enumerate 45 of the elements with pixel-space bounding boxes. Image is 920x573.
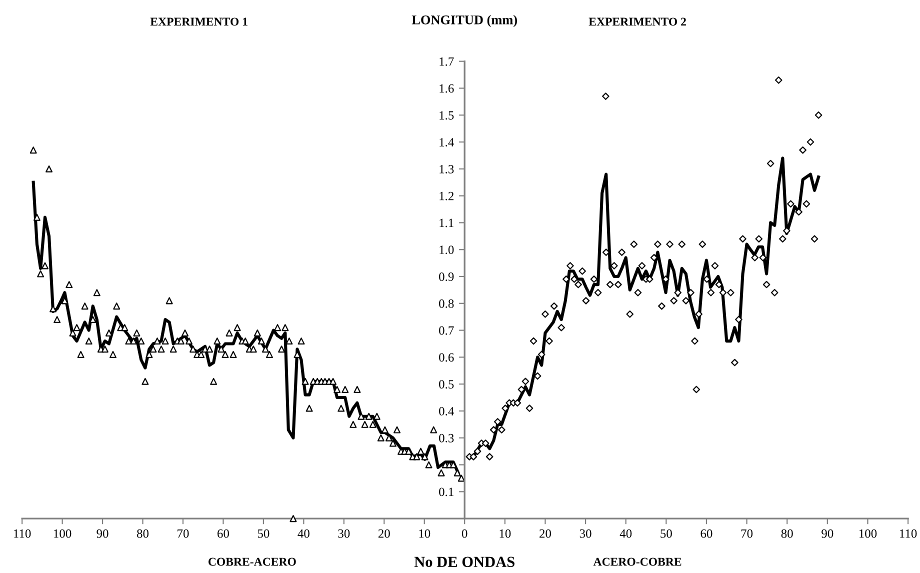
x-tick-label: 70 xyxy=(178,529,189,538)
x-tick-label: 110 xyxy=(14,529,31,538)
x-tick-label: 90 xyxy=(822,529,834,538)
x-tick-label: 60 xyxy=(218,529,229,538)
y-tick-label: 1.3 xyxy=(440,164,454,174)
y-tick-label: 1.7 xyxy=(440,57,454,66)
x-tick-label: 110 xyxy=(900,529,917,538)
x-tick-label: 80 xyxy=(136,529,149,538)
x-tick-label: 30 xyxy=(580,529,592,538)
y-tick-label: 0.1 xyxy=(439,488,454,496)
y-axis-title: LONGITUD (mm) xyxy=(412,15,517,28)
y-tick-label: 1.5 xyxy=(440,111,454,120)
x-tick-label: 50 xyxy=(660,529,672,538)
x-tick-label: 30 xyxy=(338,529,350,538)
y-tick-label: 0.4 xyxy=(439,407,454,416)
x-tick-label: 60 xyxy=(700,529,712,538)
x-axis-title: COBRE-ACERO xyxy=(208,558,296,566)
chart-title: EXPERIMENTO 1 xyxy=(150,18,248,26)
x-axis-title: ACERO-COBRE xyxy=(593,558,682,566)
y-tick-label: 0.9 xyxy=(439,272,454,282)
x-tick-label: 40 xyxy=(620,529,632,538)
text: No DE ONDAS xyxy=(414,556,514,568)
y-tick-label: 0.3 xyxy=(439,434,454,442)
y-tick-label: 0.7 xyxy=(439,326,454,335)
chart-title: EXPERIMENTO 2 xyxy=(588,18,686,26)
x-tick-label: 20 xyxy=(378,529,390,538)
x-tick-label: 100 xyxy=(54,529,72,538)
x-tick-label: 10 xyxy=(419,529,430,538)
y-tick-label: 0.8 xyxy=(439,299,454,308)
y-tick-label: 1.4 xyxy=(440,138,454,147)
x-tick-label: 20 xyxy=(540,529,551,538)
x-tick-label: 100 xyxy=(859,529,877,538)
x-tick-label: 10 xyxy=(500,529,511,538)
y-tick-label: 0.6 xyxy=(439,353,454,362)
x-tick-label: 70 xyxy=(741,529,753,538)
x-tick-label: 40 xyxy=(298,529,310,538)
x-tick-label: 50 xyxy=(258,529,270,538)
y-tick-label: 1.2 xyxy=(440,192,454,200)
x-tick-label: 0 xyxy=(462,529,468,538)
y-tick-label: 1.0 xyxy=(440,246,454,254)
x-tick-label: 90 xyxy=(96,529,108,538)
y-tick-label: 1.6 xyxy=(440,84,454,93)
y-tick-label: 1.1 xyxy=(440,218,454,228)
y-tick-label: 0.5 xyxy=(439,380,454,389)
x-tick-label: 80 xyxy=(781,529,793,538)
